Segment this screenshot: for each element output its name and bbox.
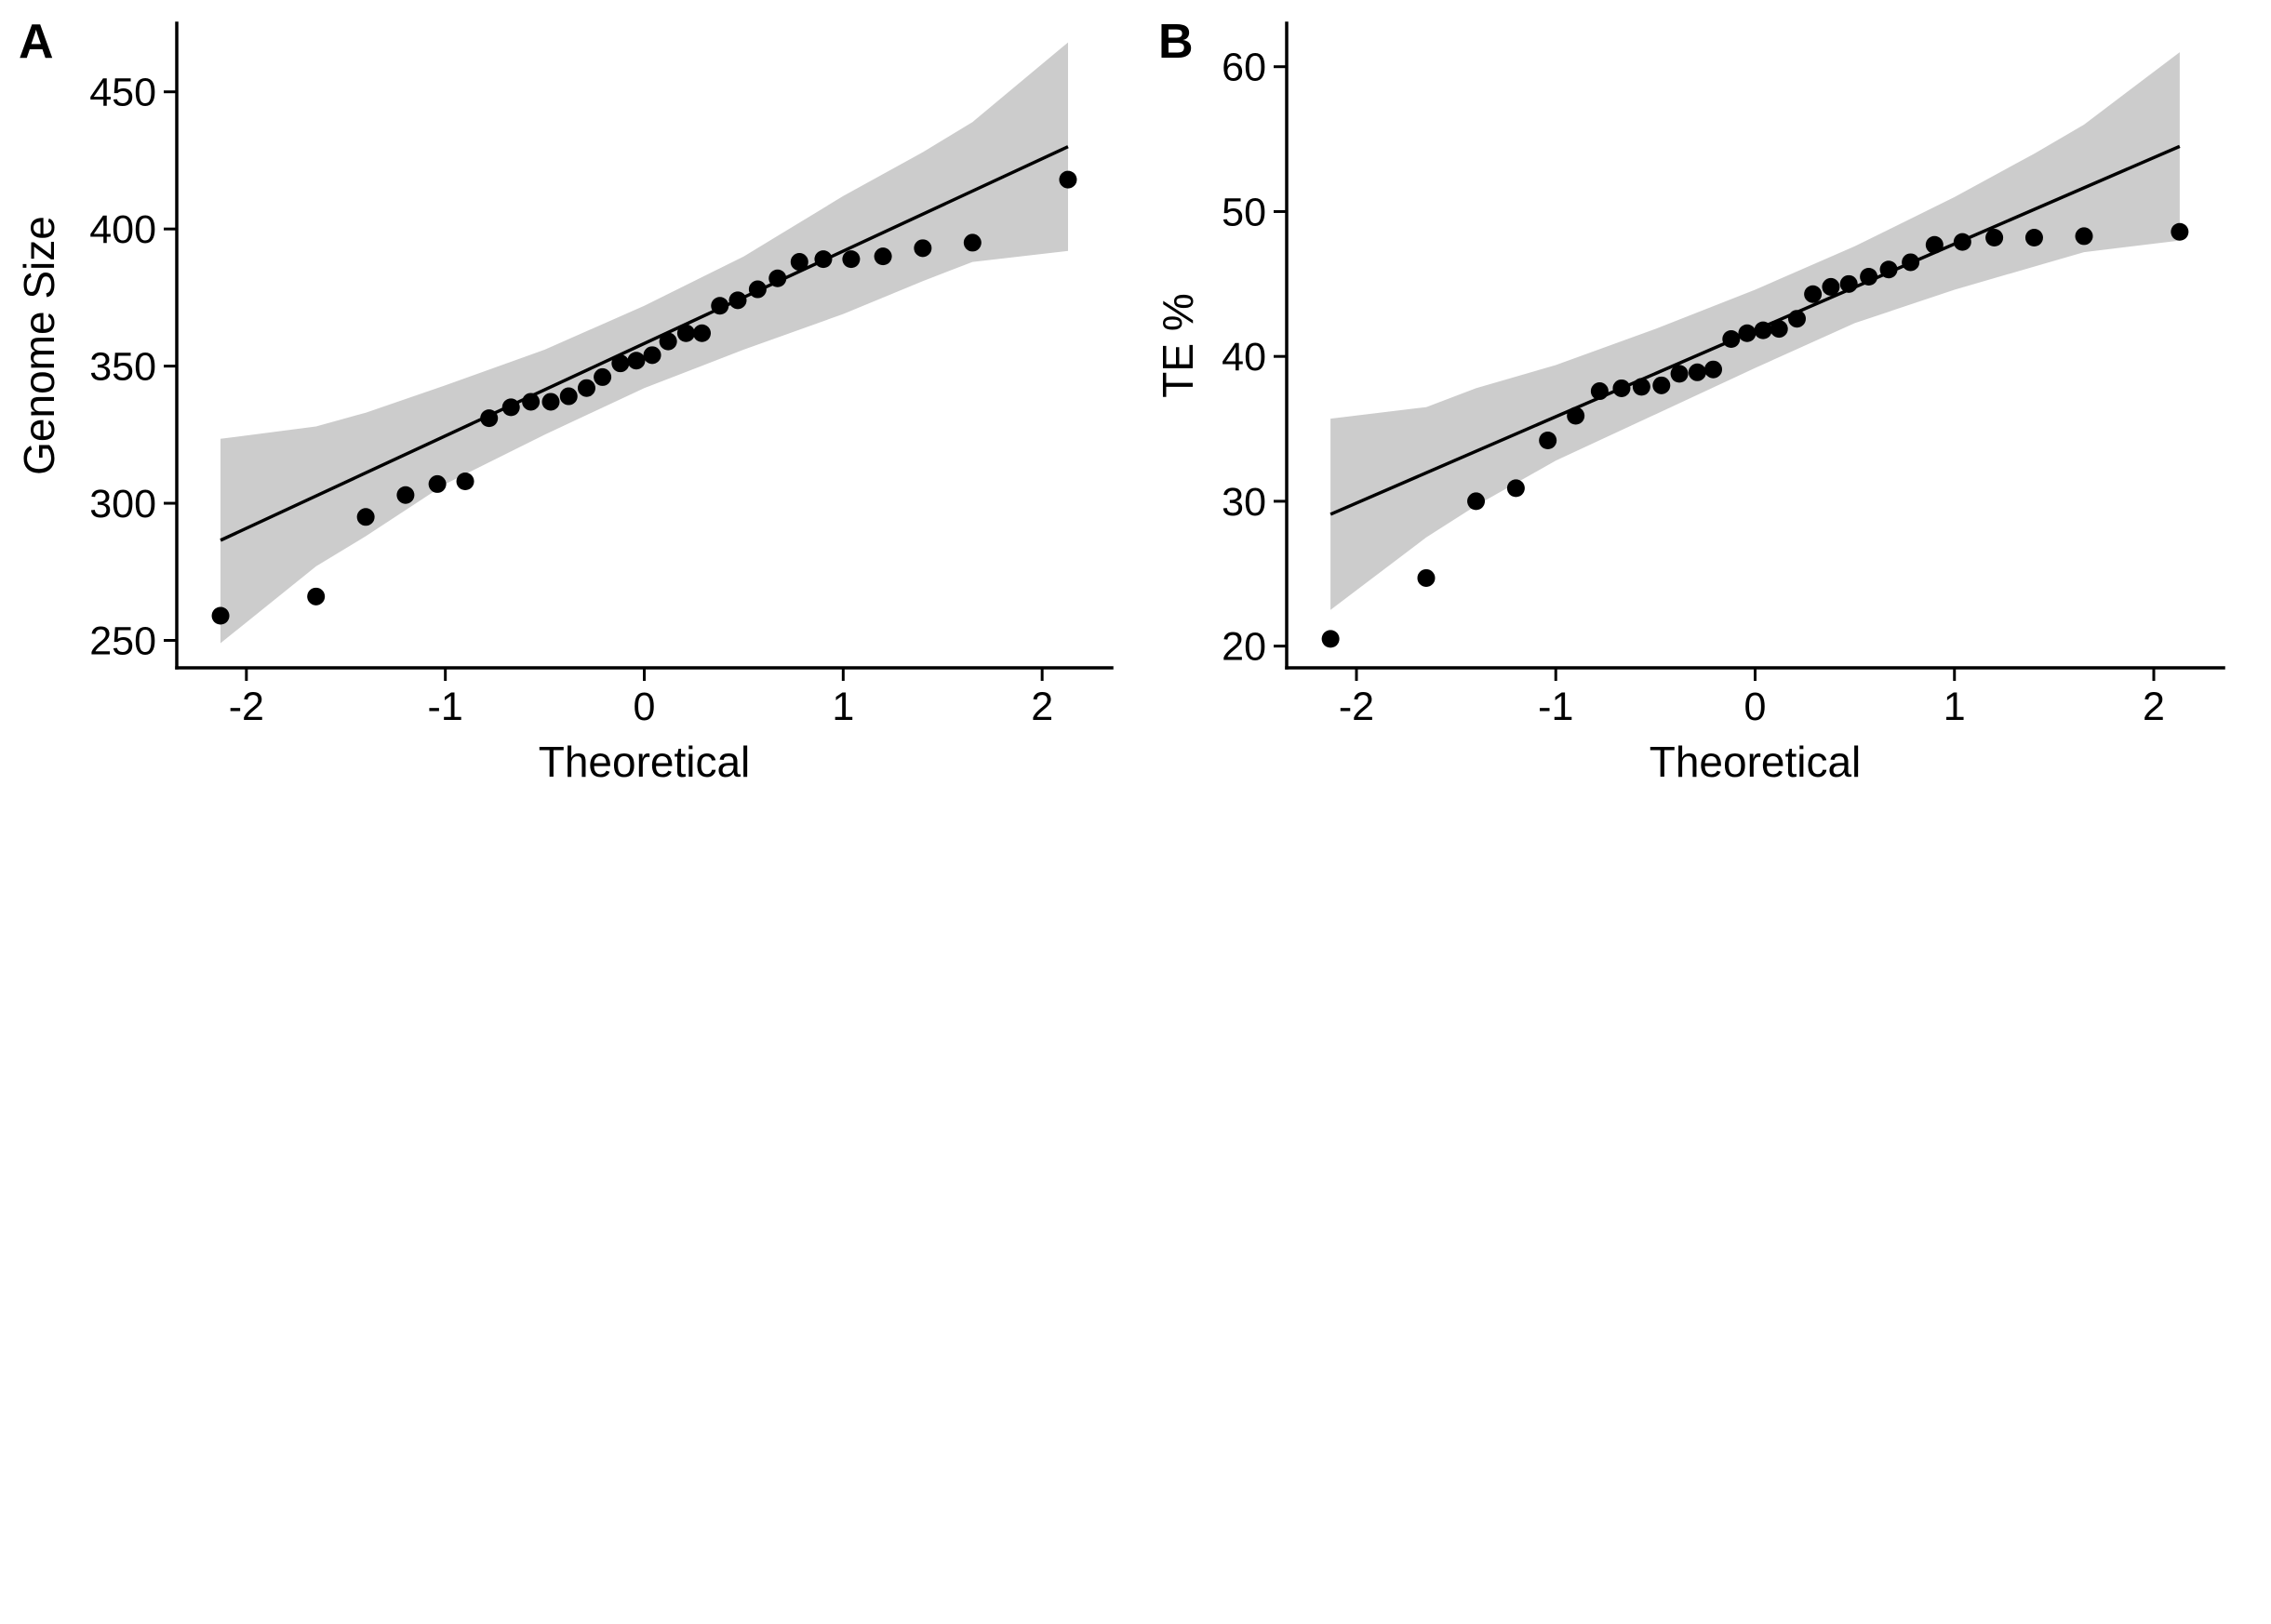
data-point-b — [1770, 320, 1788, 339]
data-point-b — [1652, 376, 1671, 394]
data-point-a — [307, 587, 326, 606]
data-point-a — [790, 253, 808, 272]
data-point-a — [611, 354, 630, 373]
y-tick-label-b: 60 — [1222, 46, 1266, 90]
data-point-b — [1879, 260, 1898, 279]
x-tick-label-b: 2 — [2143, 685, 2165, 729]
data-point-b — [1804, 285, 1823, 303]
data-point-a — [428, 474, 447, 493]
data-point-b — [1417, 568, 1436, 587]
data-point-a — [748, 280, 767, 299]
data-point-b — [1467, 492, 1486, 511]
data-point-b — [1860, 268, 1878, 286]
data-point-a — [522, 393, 541, 411]
data-point-a — [659, 332, 677, 351]
data-point-b — [1539, 432, 1557, 450]
data-point-b — [1670, 365, 1689, 383]
data-point-a — [211, 606, 230, 625]
data-point-b — [1590, 382, 1609, 401]
data-point-b — [2171, 222, 2189, 241]
data-point-b — [2075, 227, 2093, 246]
data-point-b — [1632, 378, 1650, 396]
y-axis-title-b: TE % — [1154, 293, 1202, 397]
x-tick-label-a: -1 — [428, 685, 463, 729]
data-point-a — [480, 409, 499, 428]
data-point-b — [1567, 406, 1585, 425]
y-axis-title-a: Genome Size — [15, 216, 63, 475]
data-point-b — [1985, 228, 2004, 246]
data-point-b — [1787, 310, 1806, 328]
x-tick-label-a: 0 — [634, 685, 656, 729]
y-tick-label-a: 300 — [89, 482, 156, 526]
data-point-a — [842, 250, 861, 269]
data-point-a — [501, 398, 520, 417]
data-point-b — [1688, 363, 1706, 381]
x-tick-label-a: 1 — [832, 685, 854, 729]
data-point-a — [594, 367, 612, 386]
x-tick-label-b: 1 — [1944, 685, 1966, 729]
data-point-a — [874, 247, 892, 266]
reference-line-a — [220, 145, 1069, 542]
data-point-b — [1839, 274, 1858, 293]
data-point-b — [1953, 233, 1971, 251]
data-point-a — [559, 387, 578, 406]
panel-label-b: B — [1158, 15, 1194, 69]
y-tick-label-a: 250 — [89, 619, 156, 664]
data-point-a — [914, 239, 932, 258]
x-axis-title-b: Theoretical — [1650, 738, 1862, 786]
data-point-a — [963, 233, 982, 252]
y-tick-label-a: 450 — [89, 71, 156, 115]
x-axis-title-a: Theoretical — [539, 738, 751, 786]
x-tick-label-b: -2 — [1339, 685, 1374, 729]
data-point-a — [627, 352, 646, 370]
x-tick-label-b: -1 — [1538, 685, 1573, 729]
data-point-b — [1754, 321, 1772, 339]
y-tick-label-b: 40 — [1222, 335, 1266, 379]
data-point-a — [541, 393, 560, 411]
panel-b: -2 -1 0 1 2 20 30 40 50 60 Theoretical TE % B — [1154, 15, 2225, 786]
data-point-b — [1738, 324, 1757, 342]
y-tick-label-b: 20 — [1222, 625, 1266, 670]
panel-label-a: A — [19, 15, 54, 69]
data-point-a — [396, 486, 415, 504]
data-point-b — [1506, 479, 1525, 498]
data-point-b — [2024, 228, 2043, 246]
data-point-a — [577, 379, 595, 397]
x-tick-label-a: -2 — [229, 685, 264, 729]
data-point-a — [356, 508, 375, 526]
y-tick-label-b: 30 — [1222, 480, 1266, 525]
data-point-b — [1704, 360, 1723, 379]
data-point-a — [711, 297, 729, 315]
data-point-a — [676, 324, 695, 342]
y-tick-label-a: 400 — [89, 207, 156, 252]
data-point-a — [768, 269, 787, 287]
data-point-a — [728, 291, 747, 310]
panel-a: -2 -1 0 1 2 250 300 350 400 450 Theoretical Genome … — [15, 15, 1114, 786]
data-point-a — [1059, 170, 1077, 189]
y-tick-label-b: 50 — [1222, 190, 1266, 234]
data-point-b — [1925, 235, 1944, 254]
data-point-a — [814, 250, 833, 269]
y-tick-label-a: 350 — [89, 345, 156, 390]
data-point-a — [693, 324, 712, 342]
data-point-b — [1612, 379, 1631, 397]
data-point-b — [1722, 329, 1741, 348]
x-tick-label-a: 2 — [1031, 685, 1053, 729]
data-point-a — [643, 346, 661, 365]
data-point-b — [1321, 630, 1340, 648]
data-point-b — [1902, 253, 1920, 272]
x-tick-label-b: 0 — [1744, 685, 1767, 729]
data-point-b — [1822, 277, 1840, 296]
data-point-a — [456, 472, 474, 490]
